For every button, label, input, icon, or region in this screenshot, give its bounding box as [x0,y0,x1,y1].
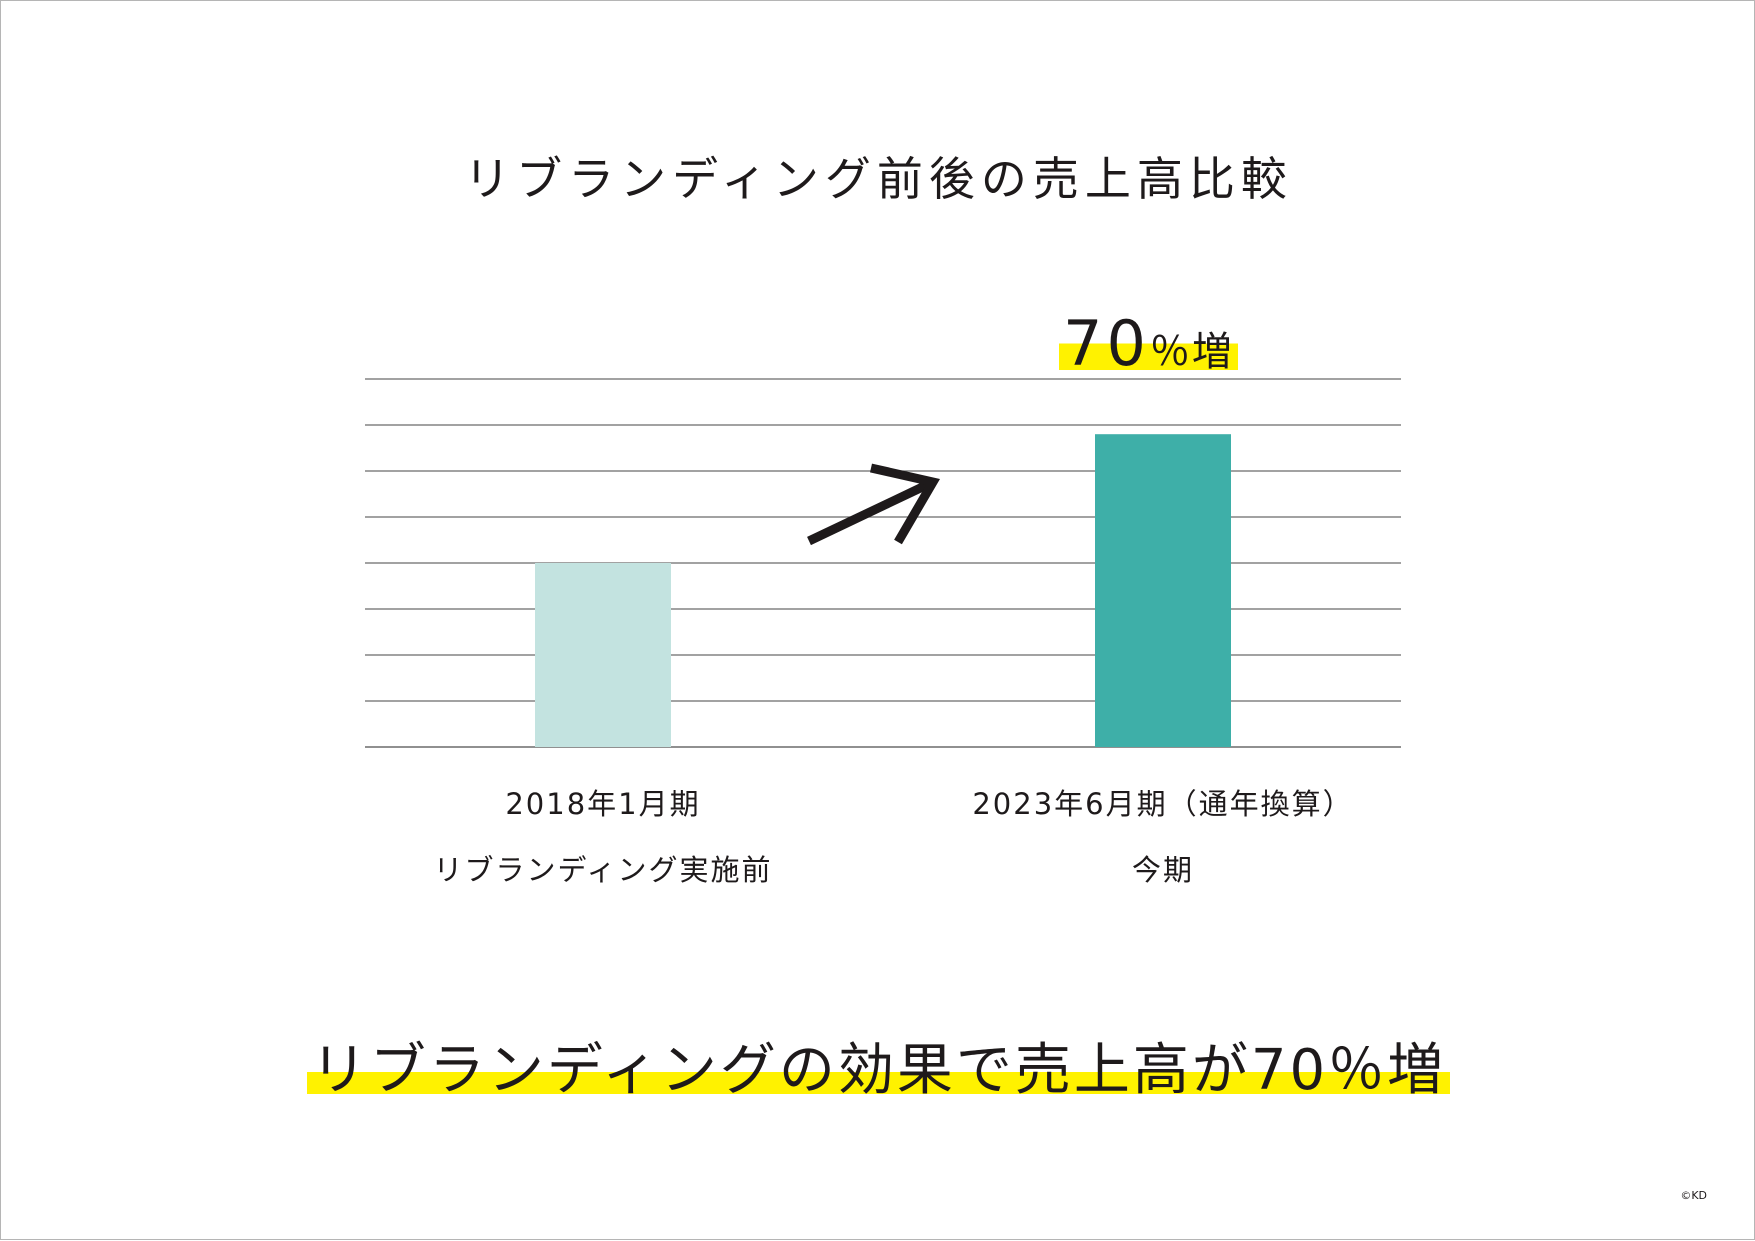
copyright-text: ©KD [1680,1189,1707,1202]
grid-lines [365,378,1401,748]
headline-text: リブランディングの効果で売上高が70％増 [306,1038,1451,1103]
headline: リブランディングの効果で売上高が70％増 [1,1025,1755,1106]
chart-title: リブランディング前後の売上高比較 [464,152,1293,206]
category-label-after-desc: 今期 [1131,853,1194,887]
bar-1 [1095,434,1231,747]
increase-suffix: ％増 [1149,329,1234,375]
category-label-after: 2023年6月期（通年換算） 今期 [863,771,1463,903]
category-label-after-period: 2023年6月期（通年換算） [972,787,1354,821]
increase-number: 70 [1063,307,1150,380]
bar-0 [535,563,671,747]
bars [535,434,1231,747]
category-label-before-period: 2018年1月期 [505,787,701,821]
category-label-before-desc: リブランディング実施前 [433,853,773,887]
increase-arrow-icon [807,463,940,546]
category-label-before: 2018年1月期 リブランディング実施前 [303,771,903,903]
increase-callout: 70％増 [1059,307,1238,380]
